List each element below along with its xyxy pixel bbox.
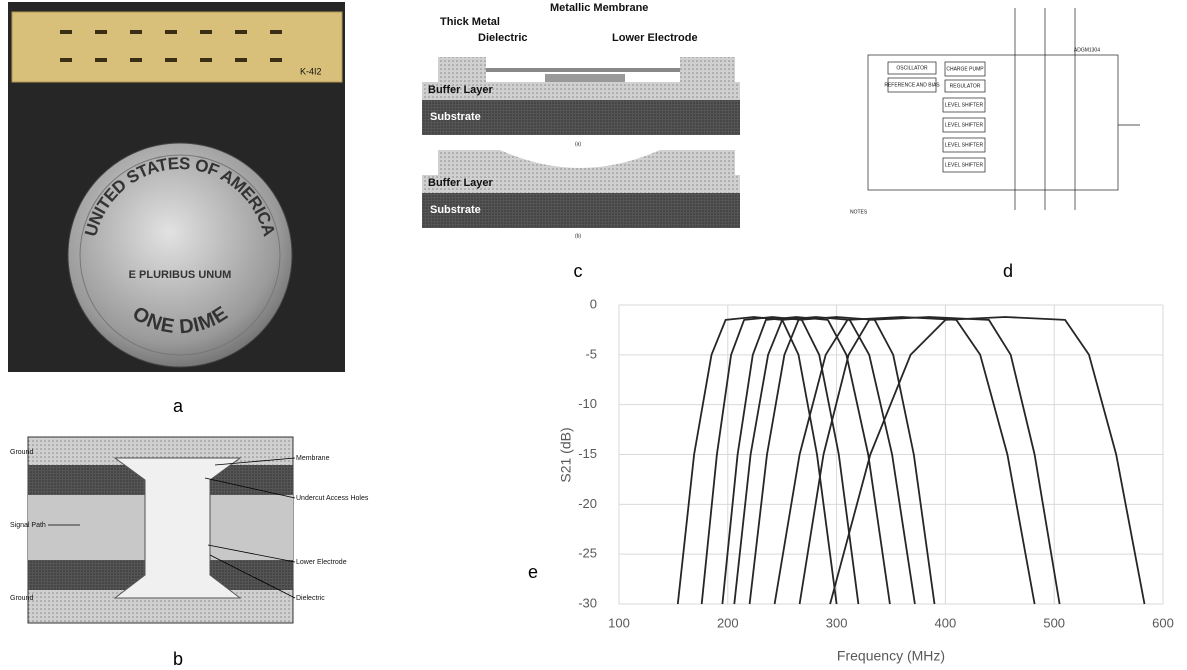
- callout: Lower Electrode: [612, 32, 698, 44]
- panel-label: e: [528, 562, 538, 582]
- series-line: [702, 317, 859, 604]
- callout: Undercut Access Holes: [296, 495, 369, 502]
- chip: [12, 12, 342, 82]
- callout: Ground: [10, 595, 33, 602]
- series-line: [775, 317, 1035, 604]
- block-label: LEVEL SHIFTER: [945, 122, 984, 128]
- callout: Signal Path: [10, 522, 46, 529]
- y-tick-label: -30: [578, 595, 597, 610]
- series-line: [800, 317, 1060, 604]
- y-tick-label: -5: [585, 346, 597, 361]
- caption: (b): [575, 233, 581, 239]
- block-label: LEVEL SHIFTER: [945, 162, 984, 168]
- callout: Ground: [10, 449, 33, 456]
- series-line: [830, 317, 1144, 604]
- y-tick-label: -20: [578, 496, 597, 511]
- layer-label: Substrate: [430, 111, 481, 123]
- y-tick-label: -15: [578, 446, 597, 461]
- x-tick-label: 600: [1152, 615, 1174, 630]
- panel-c: Thick Metal Metallic Membrane Dielectric…: [422, 2, 740, 281]
- x-tick-label: 300: [826, 615, 848, 630]
- block-label: LEVEL SHIFTER: [945, 102, 984, 108]
- x-axis-title: Frequency (MHz): [837, 648, 945, 664]
- panel-d: ADGM1304 OSCILLATOR CHARGE PUMP REFERENC…: [850, 8, 1140, 281]
- block-label: LEVEL SHIFTER: [945, 142, 984, 148]
- callout: Lower Electrode: [296, 559, 347, 566]
- block-label: REGULATOR: [950, 83, 981, 89]
- y-tick-label: 0: [590, 296, 597, 311]
- callout: Dielectric: [296, 595, 325, 602]
- panel-label: d: [1003, 261, 1013, 281]
- x-tick-label: 500: [1043, 615, 1065, 630]
- callout: Membrane: [296, 455, 330, 462]
- block-label: REFERENCE AND BIAS: [884, 82, 940, 88]
- series-line: [678, 317, 837, 604]
- y-tick-label: -25: [578, 546, 597, 561]
- x-tick-label: 200: [717, 615, 739, 630]
- chip-outline: [868, 55, 1118, 190]
- membrane-down: [438, 150, 735, 175]
- figure: K-4I2 UNITED STATES OF AMERICA E PLURIBU…: [0, 0, 1187, 670]
- block-label: CHARGE PUMP: [946, 66, 984, 72]
- part-number: ADGM1304: [1074, 47, 1100, 53]
- callout: Metallic Membrane: [550, 2, 648, 14]
- x-tick-label: 100: [608, 615, 630, 630]
- caption: (a): [575, 141, 581, 147]
- panel-label: a: [173, 396, 184, 416]
- panel-label: b: [173, 649, 183, 669]
- callout: Dielectric: [478, 32, 528, 44]
- layer-label: Buffer Layer: [428, 177, 494, 189]
- block-label: OSCILLATOR: [896, 65, 928, 71]
- notes: NOTES: [850, 209, 868, 215]
- callout: Thick Metal: [440, 16, 500, 28]
- y-axis-title: S21 (dB): [558, 427, 574, 482]
- layer-label: Buffer Layer: [428, 84, 494, 96]
- lower-electrode: [545, 74, 625, 82]
- x-tick-label: 400: [935, 615, 957, 630]
- chip-text: K-4I2: [300, 66, 322, 76]
- panel-label: c: [574, 261, 583, 281]
- coin-motto: E PLURIBUS UNUM: [129, 269, 232, 281]
- panel-b: Ground Signal Path Ground Membrane Under…: [7, 435, 369, 669]
- y-tick-label: -10: [578, 396, 597, 411]
- layer-label: Substrate: [430, 204, 481, 216]
- membrane: [486, 68, 680, 72]
- panel-a: K-4I2 UNITED STATES OF AMERICA E PLURIBU…: [8, 2, 345, 416]
